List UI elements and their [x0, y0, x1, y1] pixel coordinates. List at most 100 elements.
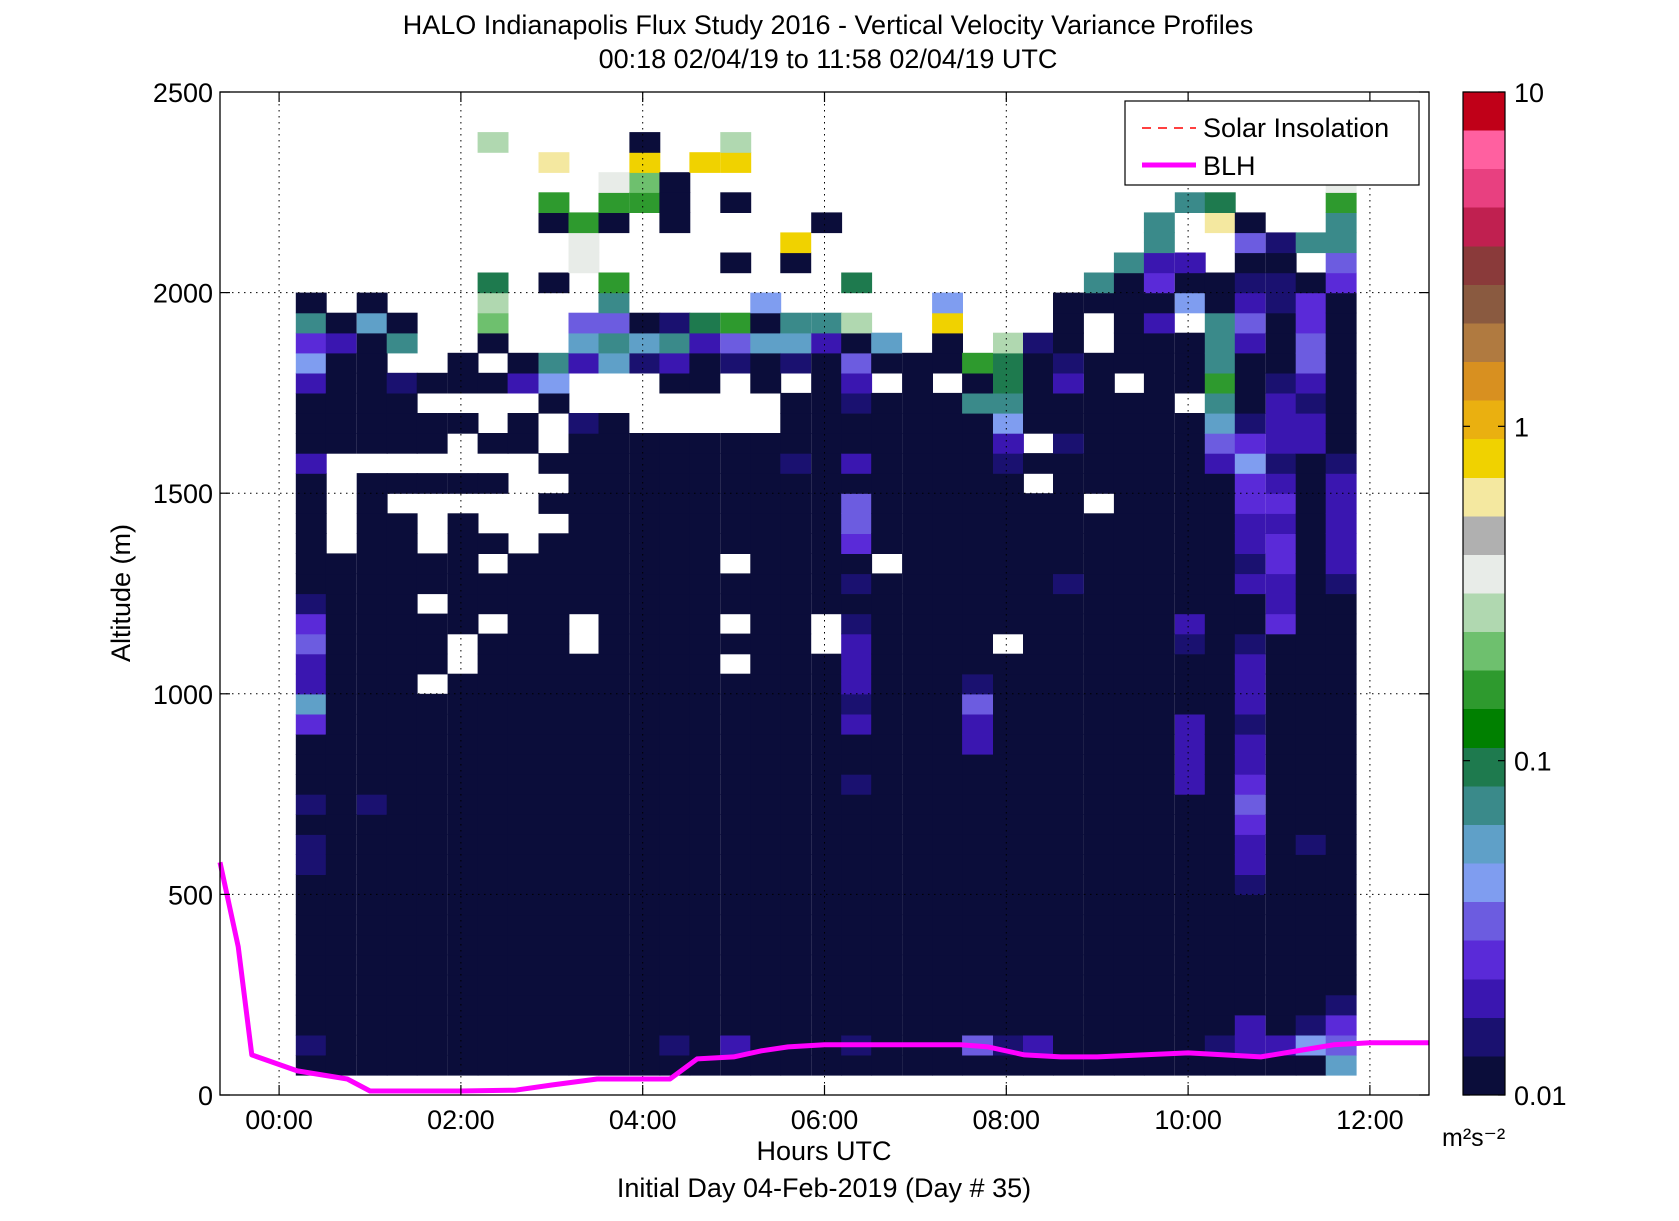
heatmap-cell: [1113, 854, 1145, 875]
heatmap-cell: [720, 332, 752, 354]
heatmap-cell: [811, 794, 843, 815]
heatmap-cell: [325, 954, 357, 976]
heatmap-cell: [1174, 633, 1206, 655]
heatmap-cell: [780, 894, 812, 916]
heatmap-cell: [811, 673, 843, 695]
heatmap-cell: [1113, 272, 1145, 294]
heatmap-cell: [356, 593, 388, 615]
heatmap-cell: [993, 553, 1024, 575]
heatmap-cell: [841, 794, 873, 815]
heatmap-cell: [295, 593, 327, 615]
heatmap-cell: [720, 513, 752, 534]
heatmap-cell: [841, 473, 873, 494]
heatmap-cell: [1113, 934, 1145, 956]
heatmap-cell: [568, 934, 600, 956]
heatmap-cell: [902, 874, 933, 895]
heatmap-cell: [780, 413, 812, 434]
heatmap-cell: [507, 794, 539, 815]
heatmap-cell: [1083, 533, 1115, 554]
heatmap-cell: [689, 593, 721, 615]
heatmap-cell: [568, 352, 600, 374]
heatmap-cell: [750, 733, 782, 755]
heatmap-cell: [1204, 513, 1236, 534]
heatmap-cell: [841, 994, 873, 1016]
heatmap-cell: [629, 854, 661, 875]
heatmap-cell: [1053, 433, 1084, 454]
heatmap-cell: [871, 653, 903, 675]
heatmap-cell: [871, 814, 903, 835]
heatmap-cell: [538, 533, 570, 554]
heatmap-cell: [1234, 372, 1266, 394]
heatmap-cell: [295, 974, 327, 996]
heatmap-cell: [416, 372, 448, 394]
heatmap-cell: [1204, 453, 1236, 474]
colorbar-tick-label: 0.01: [1514, 1081, 1567, 1111]
heatmap-cell: [1265, 713, 1297, 735]
heatmap-cell: [325, 874, 357, 895]
heatmap-cell: [325, 914, 357, 936]
heatmap-cell: [1053, 573, 1084, 595]
heatmap-cell: [780, 794, 812, 815]
heatmap-cell: [568, 1014, 600, 1036]
heatmap-cell: [720, 874, 752, 895]
heatmap-cell: [841, 493, 873, 514]
heatmap-cell: [568, 774, 600, 795]
heatmap-cell: [1204, 774, 1236, 795]
heatmap-cell: [1204, 392, 1236, 414]
heatmap-cell: [477, 894, 509, 916]
heatmap-cell: [629, 132, 661, 153]
heatmap-cell: [1295, 372, 1327, 394]
heatmap-cell: [689, 754, 721, 775]
heatmap-cell: [1204, 1014, 1236, 1036]
heatmap-cell: [295, 814, 327, 835]
heatmap-cell: [1265, 794, 1297, 815]
heatmap-cell: [1113, 392, 1145, 414]
heatmap-cell: [659, 473, 691, 494]
heatmap-cell: [750, 693, 782, 715]
heatmap-cell: [447, 473, 479, 494]
heatmap-cell: [295, 874, 327, 895]
colorbar-gradient: [1462, 91, 1506, 1096]
heatmap-cell: [598, 312, 630, 334]
heatmap-cell: [477, 954, 509, 976]
heatmap-cell: [325, 613, 357, 635]
colorbar-tick-label: 1: [1514, 412, 1529, 442]
heatmap-cell: [629, 974, 661, 996]
heatmap-cell: [993, 934, 1024, 956]
heatmap-cell: [1325, 372, 1357, 394]
heatmap-cell: [477, 433, 509, 454]
heatmap-cell: [568, 1034, 600, 1056]
heatmap-cell: [295, 553, 327, 575]
heatmap-cell: [295, 392, 327, 414]
heatmap-cell: [386, 653, 418, 675]
heatmap-cell: [477, 132, 509, 153]
heatmap-cell: [1295, 733, 1327, 755]
heatmap-cell: [993, 754, 1024, 775]
heatmap-cell: [720, 312, 752, 334]
heatmap-cell: [416, 994, 448, 1016]
heatmap-cell: [1113, 914, 1145, 936]
heatmap-cell: [1053, 693, 1084, 715]
heatmap-cell: [1174, 774, 1206, 795]
heatmap-cell: [447, 854, 479, 875]
heatmap-cell: [1113, 473, 1145, 494]
heatmap-cell: [750, 834, 782, 855]
heatmap-cell: [295, 493, 327, 514]
heatmap-cell: [720, 754, 752, 775]
heatmap-cell: [750, 352, 782, 374]
heatmap-cell: [1113, 493, 1145, 514]
heatmap-cell: [1174, 553, 1206, 575]
heatmap-cell: [1174, 894, 1206, 916]
colorbar-tick-label: 10: [1514, 78, 1544, 108]
heatmap-cell: [720, 453, 752, 474]
heatmap-cell: [598, 633, 630, 655]
heatmap-cell: [871, 513, 903, 534]
heatmap-cell: [720, 994, 752, 1016]
heatmap-cell: [659, 974, 691, 996]
heatmap-cell: [1234, 533, 1266, 554]
heatmap-cell: [1265, 352, 1297, 374]
heatmap-cell: [1204, 413, 1236, 434]
heatmap-cell: [871, 332, 903, 354]
heatmap-cell: [598, 192, 630, 213]
heatmap-cell: [1234, 954, 1266, 976]
